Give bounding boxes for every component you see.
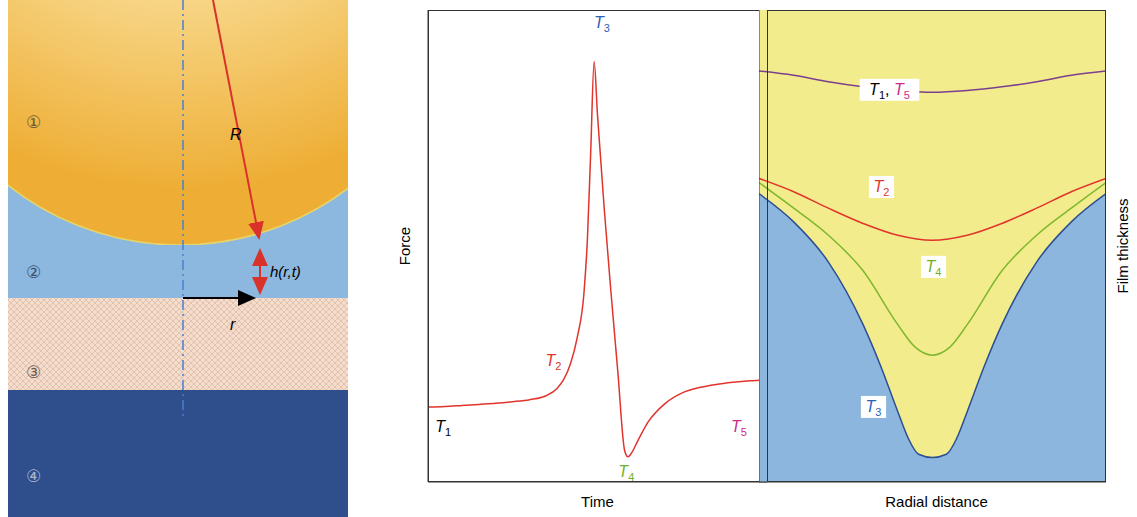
svg-text:r: r [230,316,236,333]
svg-text:④: ④ [26,466,41,486]
svg-text:③: ③ [26,362,41,382]
html-text:Film thickness: Film thickness [1113,198,1131,294]
svg-text:R: R [230,126,242,143]
svg-text:T5: T5 [731,418,747,438]
svg-text:T3: T3 [866,398,882,418]
svg-text:T1: T1 [435,418,451,438]
svg-text:①: ① [26,112,41,132]
svg-text:T4: T4 [926,258,942,278]
html-text:Force: Force [395,226,413,266]
html-text:Time: Time [581,493,614,510]
svg-text:T1, T5: T1, T5 [869,81,910,101]
svg-text:h(r,t): h(r,t) [270,263,301,280]
svg-text:T2: T2 [874,178,890,198]
svg-text:T2: T2 [545,352,561,372]
svg-text:②: ② [26,262,41,282]
svg-text:T3: T3 [594,14,610,34]
html-text:Radial distance: Radial distance [885,493,988,510]
svg-text:T4: T4 [618,463,634,483]
